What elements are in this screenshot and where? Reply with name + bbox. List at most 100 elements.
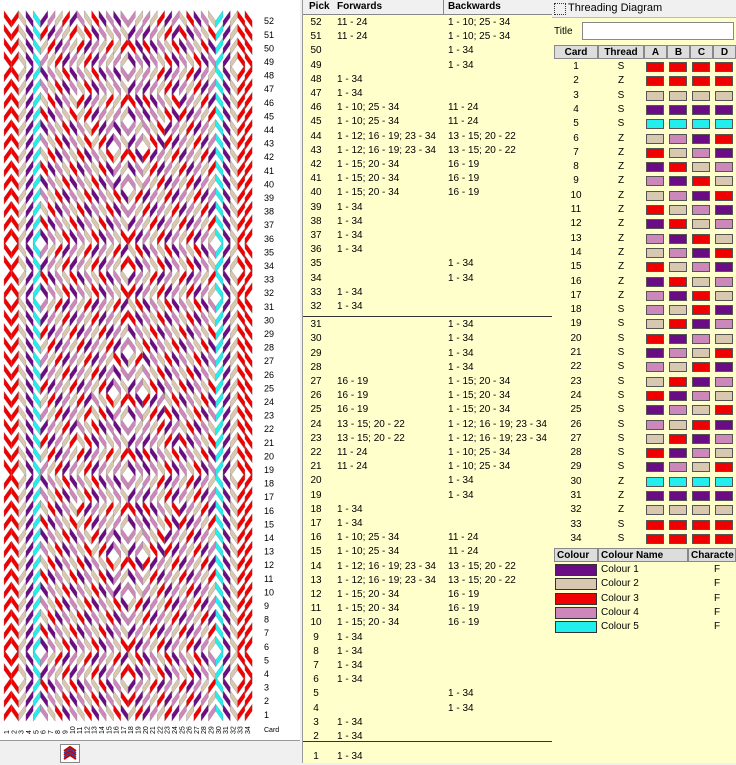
- thread-direction[interactable]: S: [617, 447, 625, 459]
- colour-swatch[interactable]: [555, 578, 597, 591]
- hole-a-colour-cell[interactable]: [646, 305, 664, 316]
- threading-row[interactable]: 14 Z: [554, 246, 736, 260]
- hole-a-colour-cell[interactable]: [646, 333, 664, 344]
- pick-row[interactable]: 22 11 - 24 1 - 10; 25 - 34: [303, 446, 553, 460]
- pick-row[interactable]: 15 1 - 10; 25 - 34 11 - 24: [303, 545, 553, 559]
- hole-c-colour-cell[interactable]: [692, 133, 710, 144]
- pick-row[interactable]: 52 11 - 24 1 - 10; 25 - 34: [303, 16, 553, 30]
- hole-c-colour-cell[interactable]: [692, 147, 710, 158]
- hole-a-colour-cell[interactable]: [646, 176, 664, 187]
- threading-row[interactable]: 30 Z: [554, 475, 736, 489]
- thread-direction[interactable]: S: [617, 361, 625, 373]
- thread-direction[interactable]: S: [617, 375, 625, 387]
- thread-direction[interactable]: S: [617, 89, 625, 101]
- hole-c-colour-cell[interactable]: [692, 491, 710, 501]
- thread-direction[interactable]: Z: [617, 75, 625, 87]
- hole-d-colour-cell[interactable]: [715, 419, 733, 430]
- hole-c-colour-cell[interactable]: [692, 219, 710, 230]
- hole-c-colour-cell[interactable]: [692, 305, 710, 316]
- hole-d-colour-cell[interactable]: [715, 247, 733, 258]
- hole-b-colour-cell[interactable]: [669, 290, 687, 301]
- pick-row[interactable]: 44 1 - 12; 16 - 19; 23 - 34 13 - 15; 20 - …: [303, 130, 553, 144]
- hole-c-colour-cell[interactable]: [692, 533, 710, 544]
- threading-row[interactable]: 26 S: [554, 418, 736, 432]
- hole-d-colour-cell[interactable]: [715, 104, 733, 115]
- hole-a-colour-cell[interactable]: [646, 433, 664, 444]
- threading-row[interactable]: 16 Z: [554, 275, 736, 289]
- threading-row[interactable]: 11 Z: [554, 203, 736, 217]
- pick-row[interactable]: 34 1 - 34: [303, 272, 553, 286]
- colour-swatch[interactable]: [555, 592, 597, 605]
- hole-d-colour-cell[interactable]: [715, 476, 733, 487]
- hole-a-column-header[interactable]: A: [644, 45, 667, 59]
- pick-row[interactable]: 29 1 - 34: [303, 347, 553, 361]
- thread-direction[interactable]: Z: [617, 146, 625, 158]
- hole-d-colour-cell[interactable]: [715, 90, 733, 101]
- threading-row[interactable]: 24 S: [554, 389, 736, 403]
- hole-d-colour-cell[interactable]: [715, 262, 733, 273]
- hole-d-colour-cell[interactable]: [715, 390, 733, 401]
- hole-c-colour-cell[interactable]: [692, 76, 710, 87]
- pick-row[interactable]: 31 1 - 34: [303, 318, 553, 332]
- thread-direction[interactable]: Z: [617, 246, 625, 258]
- hole-a-colour-cell[interactable]: [646, 390, 664, 401]
- thread-direction[interactable]: Z: [617, 161, 625, 173]
- hole-c-colour-cell[interactable]: [692, 448, 710, 459]
- hole-d-colour-cell[interactable]: [715, 305, 733, 316]
- thread-direction[interactable]: S: [617, 103, 625, 115]
- hole-d-colour-cell[interactable]: [715, 433, 733, 444]
- hole-d-colour-cell[interactable]: [715, 505, 733, 516]
- pick-row[interactable]: 17 1 - 34: [303, 517, 553, 531]
- hole-c-colour-cell[interactable]: [692, 405, 710, 416]
- hole-c-colour-cell[interactable]: [692, 362, 710, 373]
- thread-direction[interactable]: Z: [617, 232, 625, 244]
- hole-d-colour-cell[interactable]: [715, 533, 733, 544]
- pick-row[interactable]: 16 1 - 10; 25 - 34 11 - 24: [303, 531, 553, 545]
- pick-row[interactable]: 43 1 - 12; 16 - 19; 23 - 34 13 - 15; 20 - …: [303, 144, 553, 158]
- hole-d-colour-cell[interactable]: [715, 362, 733, 373]
- hole-b-colour-cell[interactable]: [669, 390, 687, 401]
- thread-direction[interactable]: S: [617, 347, 625, 358]
- thread-direction[interactable]: Z: [617, 475, 625, 487]
- threading-row[interactable]: 28 S: [554, 446, 736, 460]
- hole-a-colour-cell[interactable]: [646, 190, 664, 201]
- thread-direction[interactable]: S: [617, 418, 625, 430]
- hole-b-colour-cell[interactable]: [669, 262, 687, 273]
- weave-icon[interactable]: [60, 744, 80, 763]
- pick-row[interactable]: 45 1 - 10; 25 - 34 11 - 24: [303, 115, 553, 129]
- hole-b-colour-cell[interactable]: [669, 376, 687, 387]
- pick-row[interactable]: 20 1 - 34: [303, 474, 553, 488]
- hole-d-colour-cell[interactable]: [715, 290, 733, 301]
- hole-a-colour-cell[interactable]: [646, 233, 664, 244]
- hole-a-colour-cell[interactable]: [646, 290, 664, 301]
- hole-d-column-header[interactable]: D: [713, 45, 736, 59]
- hole-c-colour-cell[interactable]: [692, 104, 710, 115]
- hole-a-colour-cell[interactable]: [646, 119, 664, 130]
- hole-a-colour-cell[interactable]: [646, 147, 664, 158]
- hole-d-colour-cell[interactable]: [715, 405, 733, 416]
- hole-d-colour-cell[interactable]: [715, 519, 733, 530]
- thread-direction[interactable]: Z: [617, 275, 625, 287]
- pick-row[interactable]: 32 1 - 34: [303, 300, 553, 314]
- hole-c-colour-cell[interactable]: [692, 90, 710, 101]
- pick-row[interactable]: 21 11 - 24 1 - 10; 25 - 34: [303, 460, 553, 474]
- pick-row[interactable]: 47 1 - 34: [303, 87, 553, 101]
- thread-direction[interactable]: S: [617, 389, 625, 401]
- hole-b-colour-cell[interactable]: [669, 476, 687, 487]
- threading-row[interactable]: 32 Z: [554, 503, 736, 517]
- thread-direction[interactable]: S: [617, 61, 625, 72]
- hole-a-colour-cell[interactable]: [646, 419, 664, 430]
- hole-c-column-header[interactable]: C: [690, 45, 713, 59]
- hole-b-colour-cell[interactable]: [669, 362, 687, 373]
